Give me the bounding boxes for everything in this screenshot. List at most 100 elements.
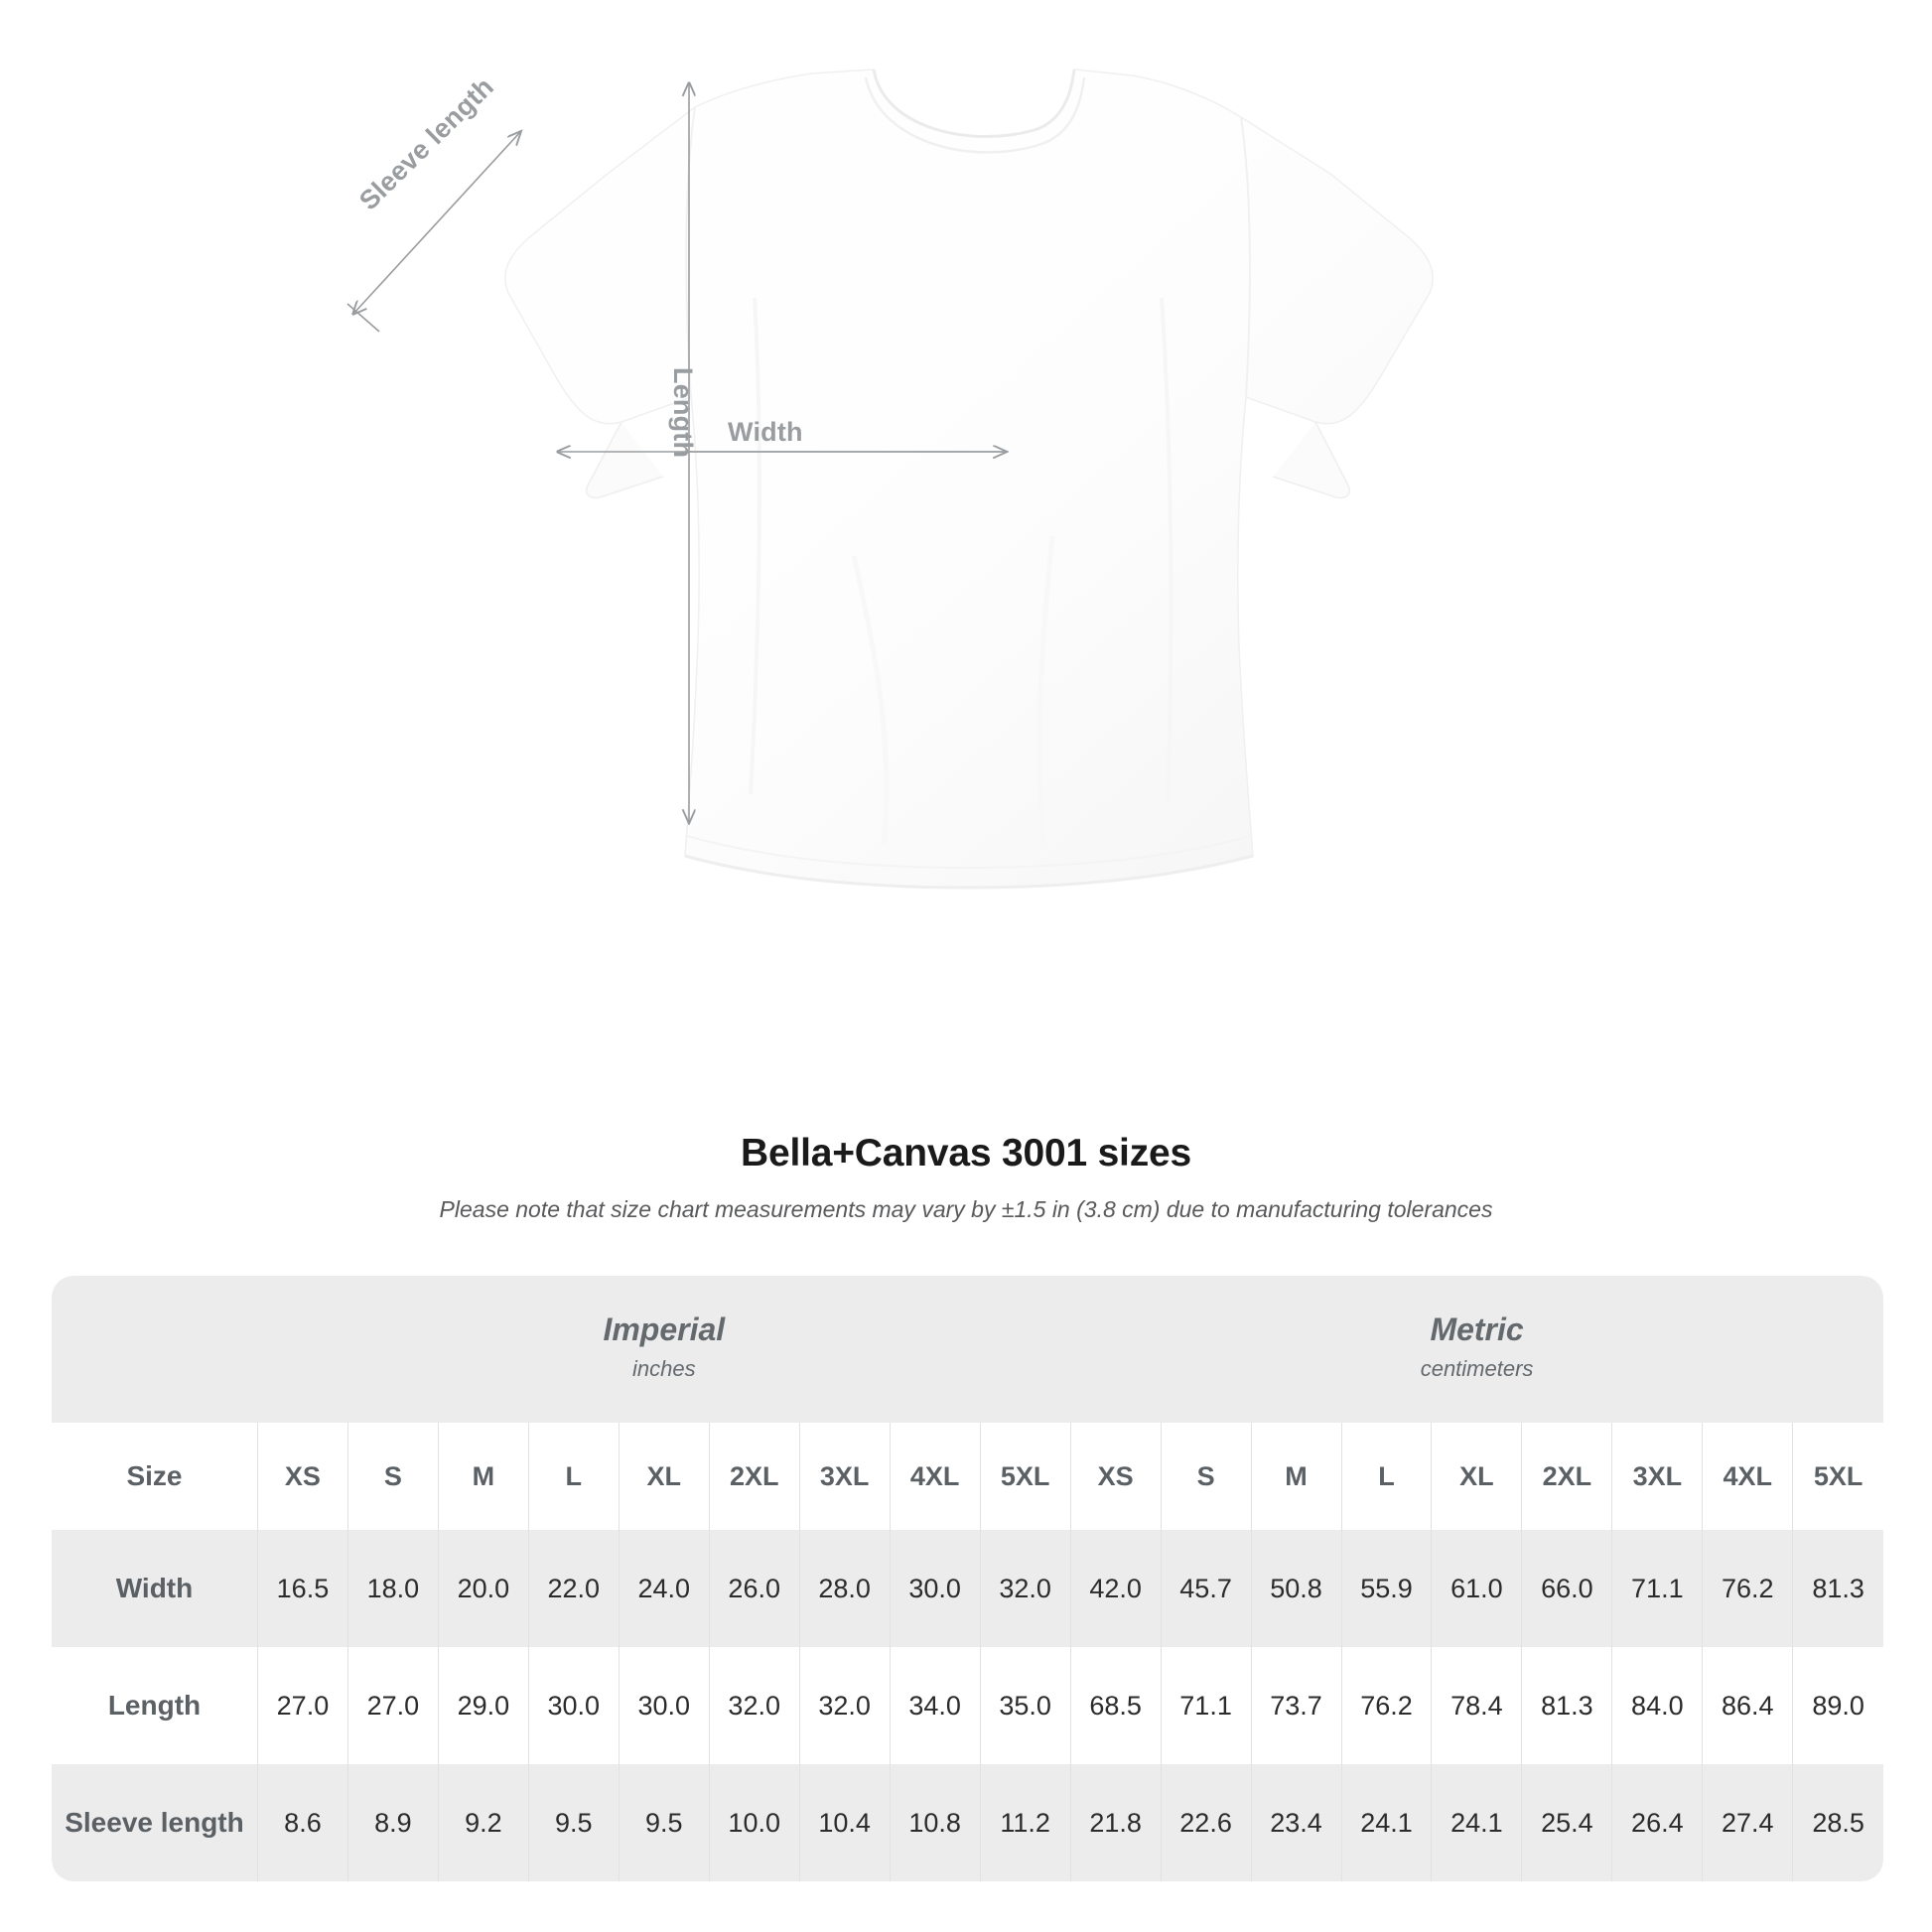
measurement-cell: 32.0 (709, 1647, 800, 1764)
measurement-cell: 30.0 (619, 1647, 710, 1764)
size-column-header: 5XL (1792, 1423, 1883, 1530)
measurement-cell: 9.5 (619, 1764, 710, 1881)
tshirt-illustration (346, 69, 1434, 890)
unit-row-spacer (52, 1276, 258, 1423)
measurement-lines (346, 83, 1006, 822)
unit-group-metric-name: Metric (1430, 1311, 1524, 1347)
size-column-header: 2XL (709, 1423, 800, 1530)
unit-group-metric: Metric centimeters (1070, 1276, 1883, 1423)
size-column-header: XL (619, 1423, 710, 1530)
measurement-cell: 81.3 (1792, 1530, 1883, 1647)
measurement-cell: 50.8 (1251, 1530, 1342, 1647)
unit-group-imperial-name: Imperial (603, 1311, 726, 1347)
size-table-container: Imperial inches Metric centimeters Size … (52, 1276, 1883, 1881)
shirt-body (504, 69, 1434, 890)
measurement-cell: 78.4 (1431, 1647, 1523, 1764)
measurement-cell: 9.2 (438, 1764, 529, 1881)
measurement-row-label: Sleeve length (52, 1764, 258, 1881)
measurement-cell: 30.0 (890, 1530, 981, 1647)
unit-group-row: Imperial inches Metric centimeters (52, 1276, 1883, 1423)
size-column-header: 4XL (1702, 1423, 1794, 1530)
chart-heading: Bella+Canvas 3001 sizes Please note that… (0, 1132, 1932, 1223)
measurement-cell: 35.0 (980, 1647, 1071, 1764)
measurement-cell: 26.4 (1611, 1764, 1704, 1881)
size-column-header: S (347, 1423, 439, 1530)
measurement-row-label: Length (52, 1647, 258, 1764)
measurement-cell: 73.7 (1251, 1647, 1342, 1764)
measurement-cell: 89.0 (1792, 1647, 1883, 1764)
measurement-cell: 10.8 (890, 1764, 981, 1881)
measurement-cell: 61.0 (1431, 1530, 1523, 1647)
unit-group-imperial-sub: inches (632, 1355, 696, 1381)
size-column-header: 2XL (1521, 1423, 1613, 1530)
size-column-header: 5XL (980, 1423, 1071, 1530)
measurement-cell: 66.0 (1521, 1530, 1613, 1647)
measurement-cell: 8.6 (257, 1764, 348, 1881)
size-column-header: XS (257, 1423, 348, 1530)
measurement-cell: 26.0 (709, 1530, 800, 1647)
measurement-cell: 16.5 (257, 1530, 348, 1647)
measurement-cell: 68.5 (1070, 1647, 1162, 1764)
measurement-cell: 24.1 (1341, 1764, 1433, 1881)
table-row: Width 16.5 18.0 20.0 22.0 24.0 26.0 28.0 30.0 32.… (52, 1530, 1883, 1647)
measurement-cell: 29.0 (438, 1647, 529, 1764)
measurement-cell: 22.6 (1161, 1764, 1252, 1881)
measurement-cell: 45.7 (1161, 1530, 1252, 1647)
size-column-header: S (1161, 1423, 1252, 1530)
unit-group-imperial: Imperial inches (257, 1276, 1071, 1423)
measurement-cell: 84.0 (1611, 1647, 1704, 1764)
page-title: Bella+Canvas 3001 sizes (741, 1132, 1191, 1174)
sleeve-tick-lower (346, 303, 380, 333)
tolerance-note: Please note that size chart measurements… (439, 1196, 1493, 1222)
measurement-row-label: Width (52, 1530, 258, 1647)
measurement-cell: 24.0 (619, 1530, 710, 1647)
size-column-header: L (528, 1423, 620, 1530)
measurement-cell: 71.1 (1161, 1647, 1252, 1764)
size-column-header: XL (1431, 1423, 1523, 1530)
measurement-cell: 55.9 (1341, 1530, 1433, 1647)
measurement-cell: 9.5 (528, 1764, 620, 1881)
measurement-cell: 86.4 (1702, 1647, 1794, 1764)
measurement-cell: 10.4 (799, 1764, 891, 1881)
measurement-cell: 25.4 (1521, 1764, 1613, 1881)
measurement-cell: 11.2 (980, 1764, 1071, 1881)
measurement-cell: 71.1 (1611, 1530, 1704, 1647)
size-column-header: M (438, 1423, 529, 1530)
measurement-cell: 34.0 (890, 1647, 981, 1764)
size-column-header: 3XL (1611, 1423, 1704, 1530)
measurement-cell: 32.0 (799, 1647, 891, 1764)
measurement-cell: 30.0 (528, 1647, 620, 1764)
size-header-row: Size XS S M L XL 2XL 3XL 4XL 5XL XS S M L XL 2XL 3XL 4XL… (52, 1423, 1883, 1530)
size-header-label: Size (52, 1423, 258, 1530)
size-column-header: XS (1070, 1423, 1162, 1530)
size-column-header: 4XL (890, 1423, 981, 1530)
measurement-cell: 81.3 (1521, 1647, 1613, 1764)
width-label: Width (728, 417, 803, 447)
unit-group-metric-sub: centimeters (1420, 1355, 1534, 1381)
measurement-cell: 24.1 (1431, 1764, 1523, 1881)
size-column-header: M (1251, 1423, 1342, 1530)
measurement-cell: 27.0 (347, 1647, 439, 1764)
size-table: Imperial inches Metric centimeters Size … (52, 1276, 1883, 1881)
measurement-cell: 42.0 (1070, 1530, 1162, 1647)
measurement-cell: 76.2 (1341, 1647, 1433, 1764)
table-row: Length 27.0 27.0 29.0 30.0 30.0 32.0 32.0 34.0 35… (52, 1647, 1883, 1764)
measurement-cell: 8.9 (347, 1764, 439, 1881)
measurement-cell: 28.5 (1792, 1764, 1883, 1881)
measurement-cell: 76.2 (1702, 1530, 1794, 1647)
measurement-cell: 22.0 (528, 1530, 620, 1647)
measurement-cell: 21.8 (1070, 1764, 1162, 1881)
measurement-cell: 32.0 (980, 1530, 1071, 1647)
measurement-cell: 28.0 (799, 1530, 891, 1647)
measurement-cell: 20.0 (438, 1530, 529, 1647)
measurement-cell: 27.4 (1702, 1764, 1794, 1881)
measurement-cell: 18.0 (347, 1530, 439, 1647)
size-column-header: L (1341, 1423, 1433, 1530)
measurement-cell: 23.4 (1251, 1764, 1342, 1881)
sleeve-dimension-line (353, 132, 520, 314)
measurement-cell: 10.0 (709, 1764, 800, 1881)
table-row: Sleeve length 8.6 8.9 9.2 9.5 9.5 10.0 10.4 10.8… (52, 1764, 1883, 1881)
length-label: Length (668, 367, 698, 459)
measurement-cell: 27.0 (257, 1647, 348, 1764)
